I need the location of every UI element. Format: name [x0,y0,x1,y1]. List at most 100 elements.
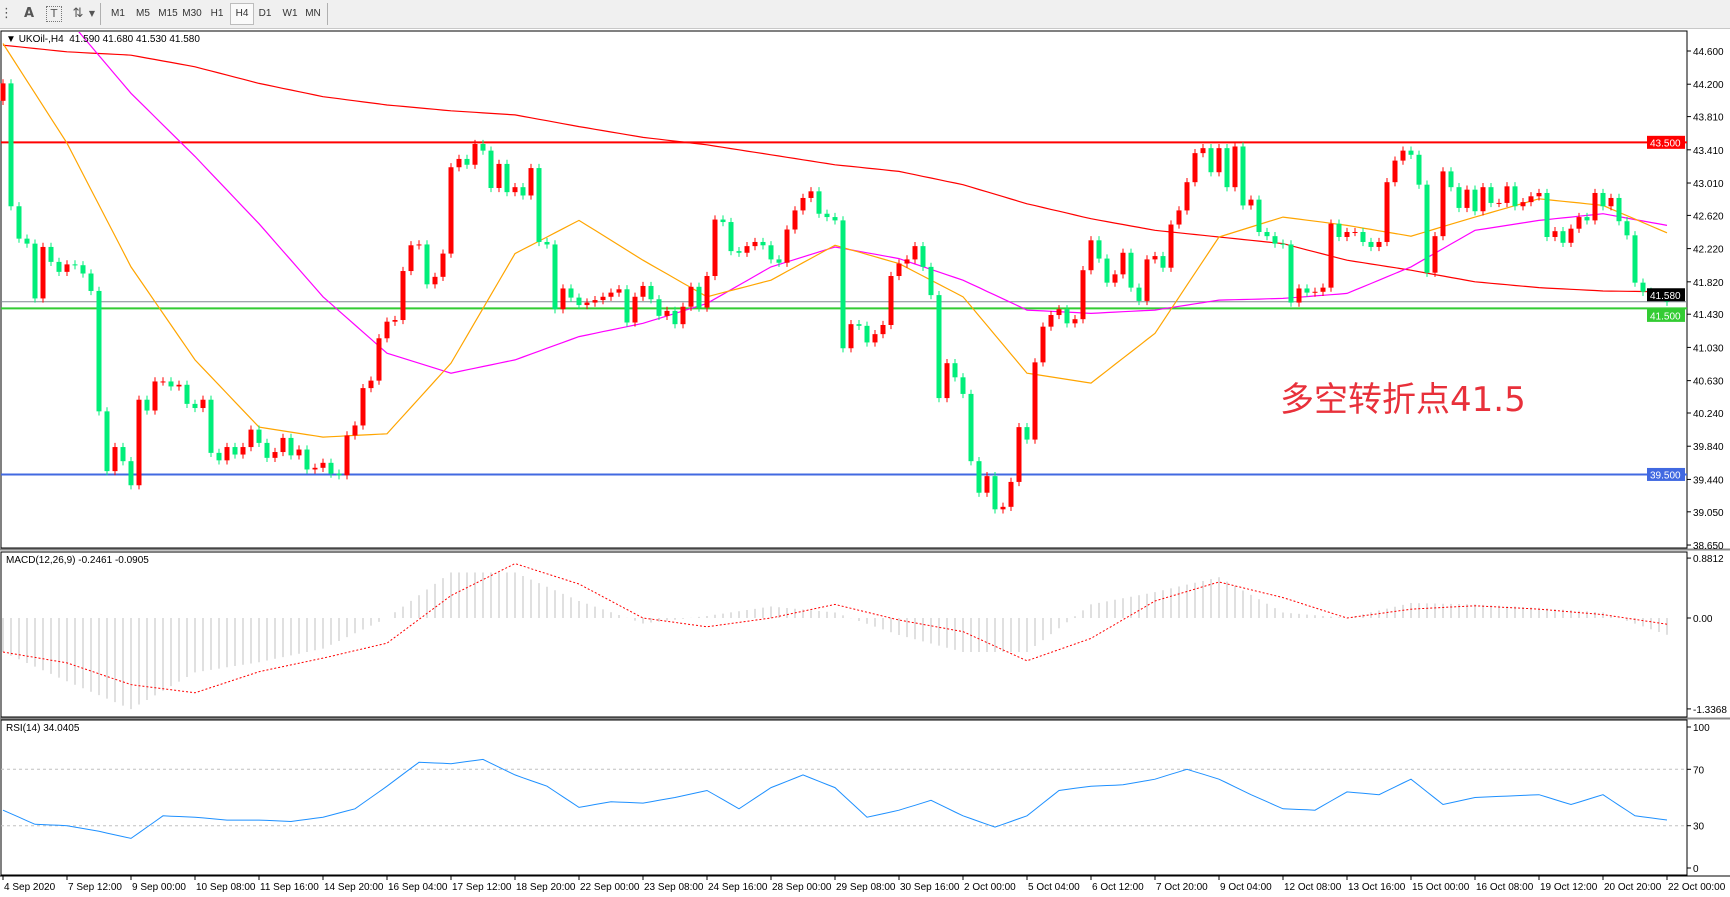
candle-body[interactable] [144,399,150,411]
timeframe-mn-button[interactable]: MN [305,8,321,19]
candle-body[interactable] [176,384,182,387]
candle-body[interactable] [704,276,710,308]
candle-body[interactable] [1312,291,1318,293]
candle-body[interactable] [1392,160,1398,183]
candle-body[interactable] [368,380,374,389]
candle-body[interactable] [1432,236,1438,273]
candle-body[interactable] [376,338,382,381]
candle-body[interactable] [1336,223,1342,237]
candle-body[interactable] [728,222,734,252]
candle-body[interactable] [1632,235,1638,283]
candle-body[interactable] [664,310,670,316]
candle-body[interactable] [184,384,190,404]
candle-body[interactable] [456,158,462,168]
timeframe-h1-button[interactable]: H1 [210,8,224,19]
candle-body[interactable] [912,246,918,260]
candle-body[interactable] [1344,232,1350,237]
candle-body[interactable] [264,442,270,458]
candle-body[interactable] [1088,240,1094,271]
candle-body[interactable] [336,473,342,476]
candle-body[interactable] [1600,192,1606,207]
candle-body[interactable] [576,297,582,306]
candle-body[interactable] [1592,192,1598,221]
candle-body[interactable] [1512,186,1518,207]
candle-body[interactable] [1064,309,1070,324]
candle-body[interactable] [544,241,550,245]
candle-body[interactable] [1152,256,1158,260]
candle-body[interactable] [168,381,174,387]
candle-body[interactable] [1016,427,1022,482]
candle-body[interactable] [1472,189,1478,212]
candle-body[interactable] [328,462,334,474]
candle-body[interactable] [1616,197,1622,222]
candle-body[interactable] [1520,202,1526,207]
candle-body[interactable] [256,429,262,443]
candle-body[interactable] [216,452,222,461]
candle-body[interactable] [1032,362,1038,440]
candle-body[interactable] [136,399,142,486]
candle-body[interactable] [1488,187,1494,203]
candle-body[interactable] [1304,288,1310,293]
candle-body[interactable] [824,213,830,218]
candle-body[interactable] [1128,252,1134,288]
candle-body[interactable] [392,320,398,322]
candle-body[interactable] [64,264,70,272]
candle-body[interactable] [32,243,38,299]
candle-body[interactable] [608,292,614,297]
candle-body[interactable] [768,245,774,260]
candle-body[interactable] [232,447,238,455]
candle-body[interactable] [120,447,126,462]
candle-body[interactable] [1048,315,1054,327]
candle-body[interactable] [520,187,526,196]
candle-body[interactable] [1208,148,1214,173]
candle-body[interactable] [440,253,446,277]
candle-body[interactable] [128,461,134,486]
candle-body[interactable] [240,447,246,455]
candle-body[interactable] [384,321,390,339]
candle-body[interactable] [1464,189,1470,208]
candle-body[interactable] [904,259,910,264]
candle-body[interactable] [504,163,510,193]
candle-body[interactable] [496,163,502,188]
candle-body[interactable] [1080,270,1086,320]
timeframe-h4-button[interactable]: H4 [230,3,254,25]
candle-body[interactable] [1192,153,1198,183]
candle-body[interactable] [1200,148,1206,154]
candle-body[interactable] [320,462,326,468]
candle-body[interactable] [800,197,806,211]
candle-body[interactable] [1040,326,1046,363]
candle-body[interactable] [1072,319,1078,324]
candle-body[interactable] [848,324,854,349]
candle-body[interactable] [248,429,254,448]
timeframe-m30-button[interactable]: M30 [182,8,202,19]
candle-body[interactable] [744,246,750,253]
candle-body[interactable] [488,150,494,188]
timeframe-m1-button[interactable]: M1 [111,8,125,19]
dropdown-arrow-icon[interactable]: ▼ [88,9,96,18]
candle-body[interactable] [776,259,782,263]
candle-body[interactable] [648,285,654,300]
candle-body[interactable] [1008,481,1014,507]
candle-body[interactable] [752,241,758,247]
candle-body[interactable] [280,437,286,453]
candle-body[interactable] [896,263,902,277]
candle-body[interactable] [584,302,590,306]
candle-body[interactable] [464,158,470,165]
candle-body[interactable] [1584,217,1590,221]
candle-body[interactable] [712,219,718,277]
candle-body[interactable] [976,461,982,493]
candle-body[interactable] [1424,184,1430,273]
candle-body[interactable] [880,324,886,335]
candle-body[interactable] [1168,224,1174,268]
timeframe-w1-button[interactable]: W1 [282,8,298,19]
candle-body[interactable] [24,238,30,244]
candle-body[interactable] [600,296,606,301]
candle-body[interactable] [1536,192,1542,197]
timeframe-m15-button[interactable]: M15 [158,8,178,19]
candle-body[interactable] [192,403,198,409]
candle-body[interactable] [1384,182,1390,242]
candle-body[interactable] [360,388,366,426]
candle-body[interactable] [1448,171,1454,188]
candle-body[interactable] [720,219,726,223]
